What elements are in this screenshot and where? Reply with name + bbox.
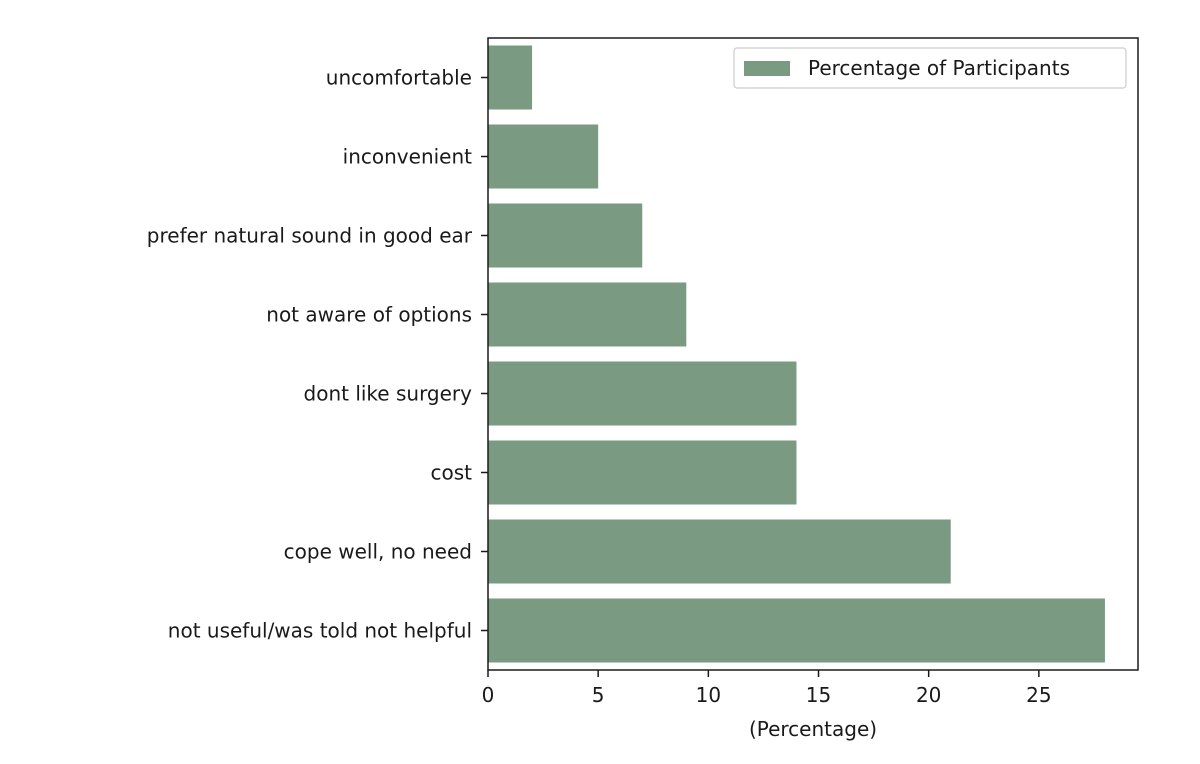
x-axis-ticks: 0 5 10 15 20 25 xyxy=(482,670,1052,707)
y-tick-label: inconvenient xyxy=(343,145,472,169)
bar xyxy=(488,282,687,347)
x-tick-label: 10 xyxy=(696,683,721,707)
bar xyxy=(488,519,951,584)
x-tick-label: 25 xyxy=(1026,683,1051,707)
y-tick-label: uncomfortable xyxy=(326,66,472,90)
legend-box xyxy=(733,47,1127,89)
x-axis-label: (Percentage) xyxy=(749,717,877,741)
y-tick-label: not aware of options xyxy=(266,303,472,327)
bar xyxy=(488,203,643,268)
y-tick-label: cope well, no need xyxy=(284,540,472,564)
y-axis-ticks: uncomfortable inconvenient prefer natural … xyxy=(147,66,488,643)
x-tick-label: 20 xyxy=(916,683,941,707)
bar xyxy=(488,45,533,110)
bars-group xyxy=(488,45,1105,663)
x-tick-label: 15 xyxy=(806,683,831,707)
bar xyxy=(488,598,1105,663)
bar xyxy=(488,440,797,505)
x-tick-label: 0 xyxy=(482,683,495,707)
x-tick-label: 5 xyxy=(592,683,605,707)
y-tick-label: dont like surgery xyxy=(304,382,473,406)
legend-swatch xyxy=(744,61,790,76)
legend-label: Percentage of Participants xyxy=(808,56,1070,80)
y-tick-label: cost xyxy=(431,461,473,485)
bar xyxy=(488,361,797,426)
plot-frame xyxy=(487,37,1139,671)
bar xyxy=(488,124,599,189)
y-tick-label: prefer natural sound in good ear xyxy=(147,224,473,248)
legend: Percentage of Participants xyxy=(733,47,1127,89)
y-tick-label: not useful/was told not helpful xyxy=(168,619,472,643)
